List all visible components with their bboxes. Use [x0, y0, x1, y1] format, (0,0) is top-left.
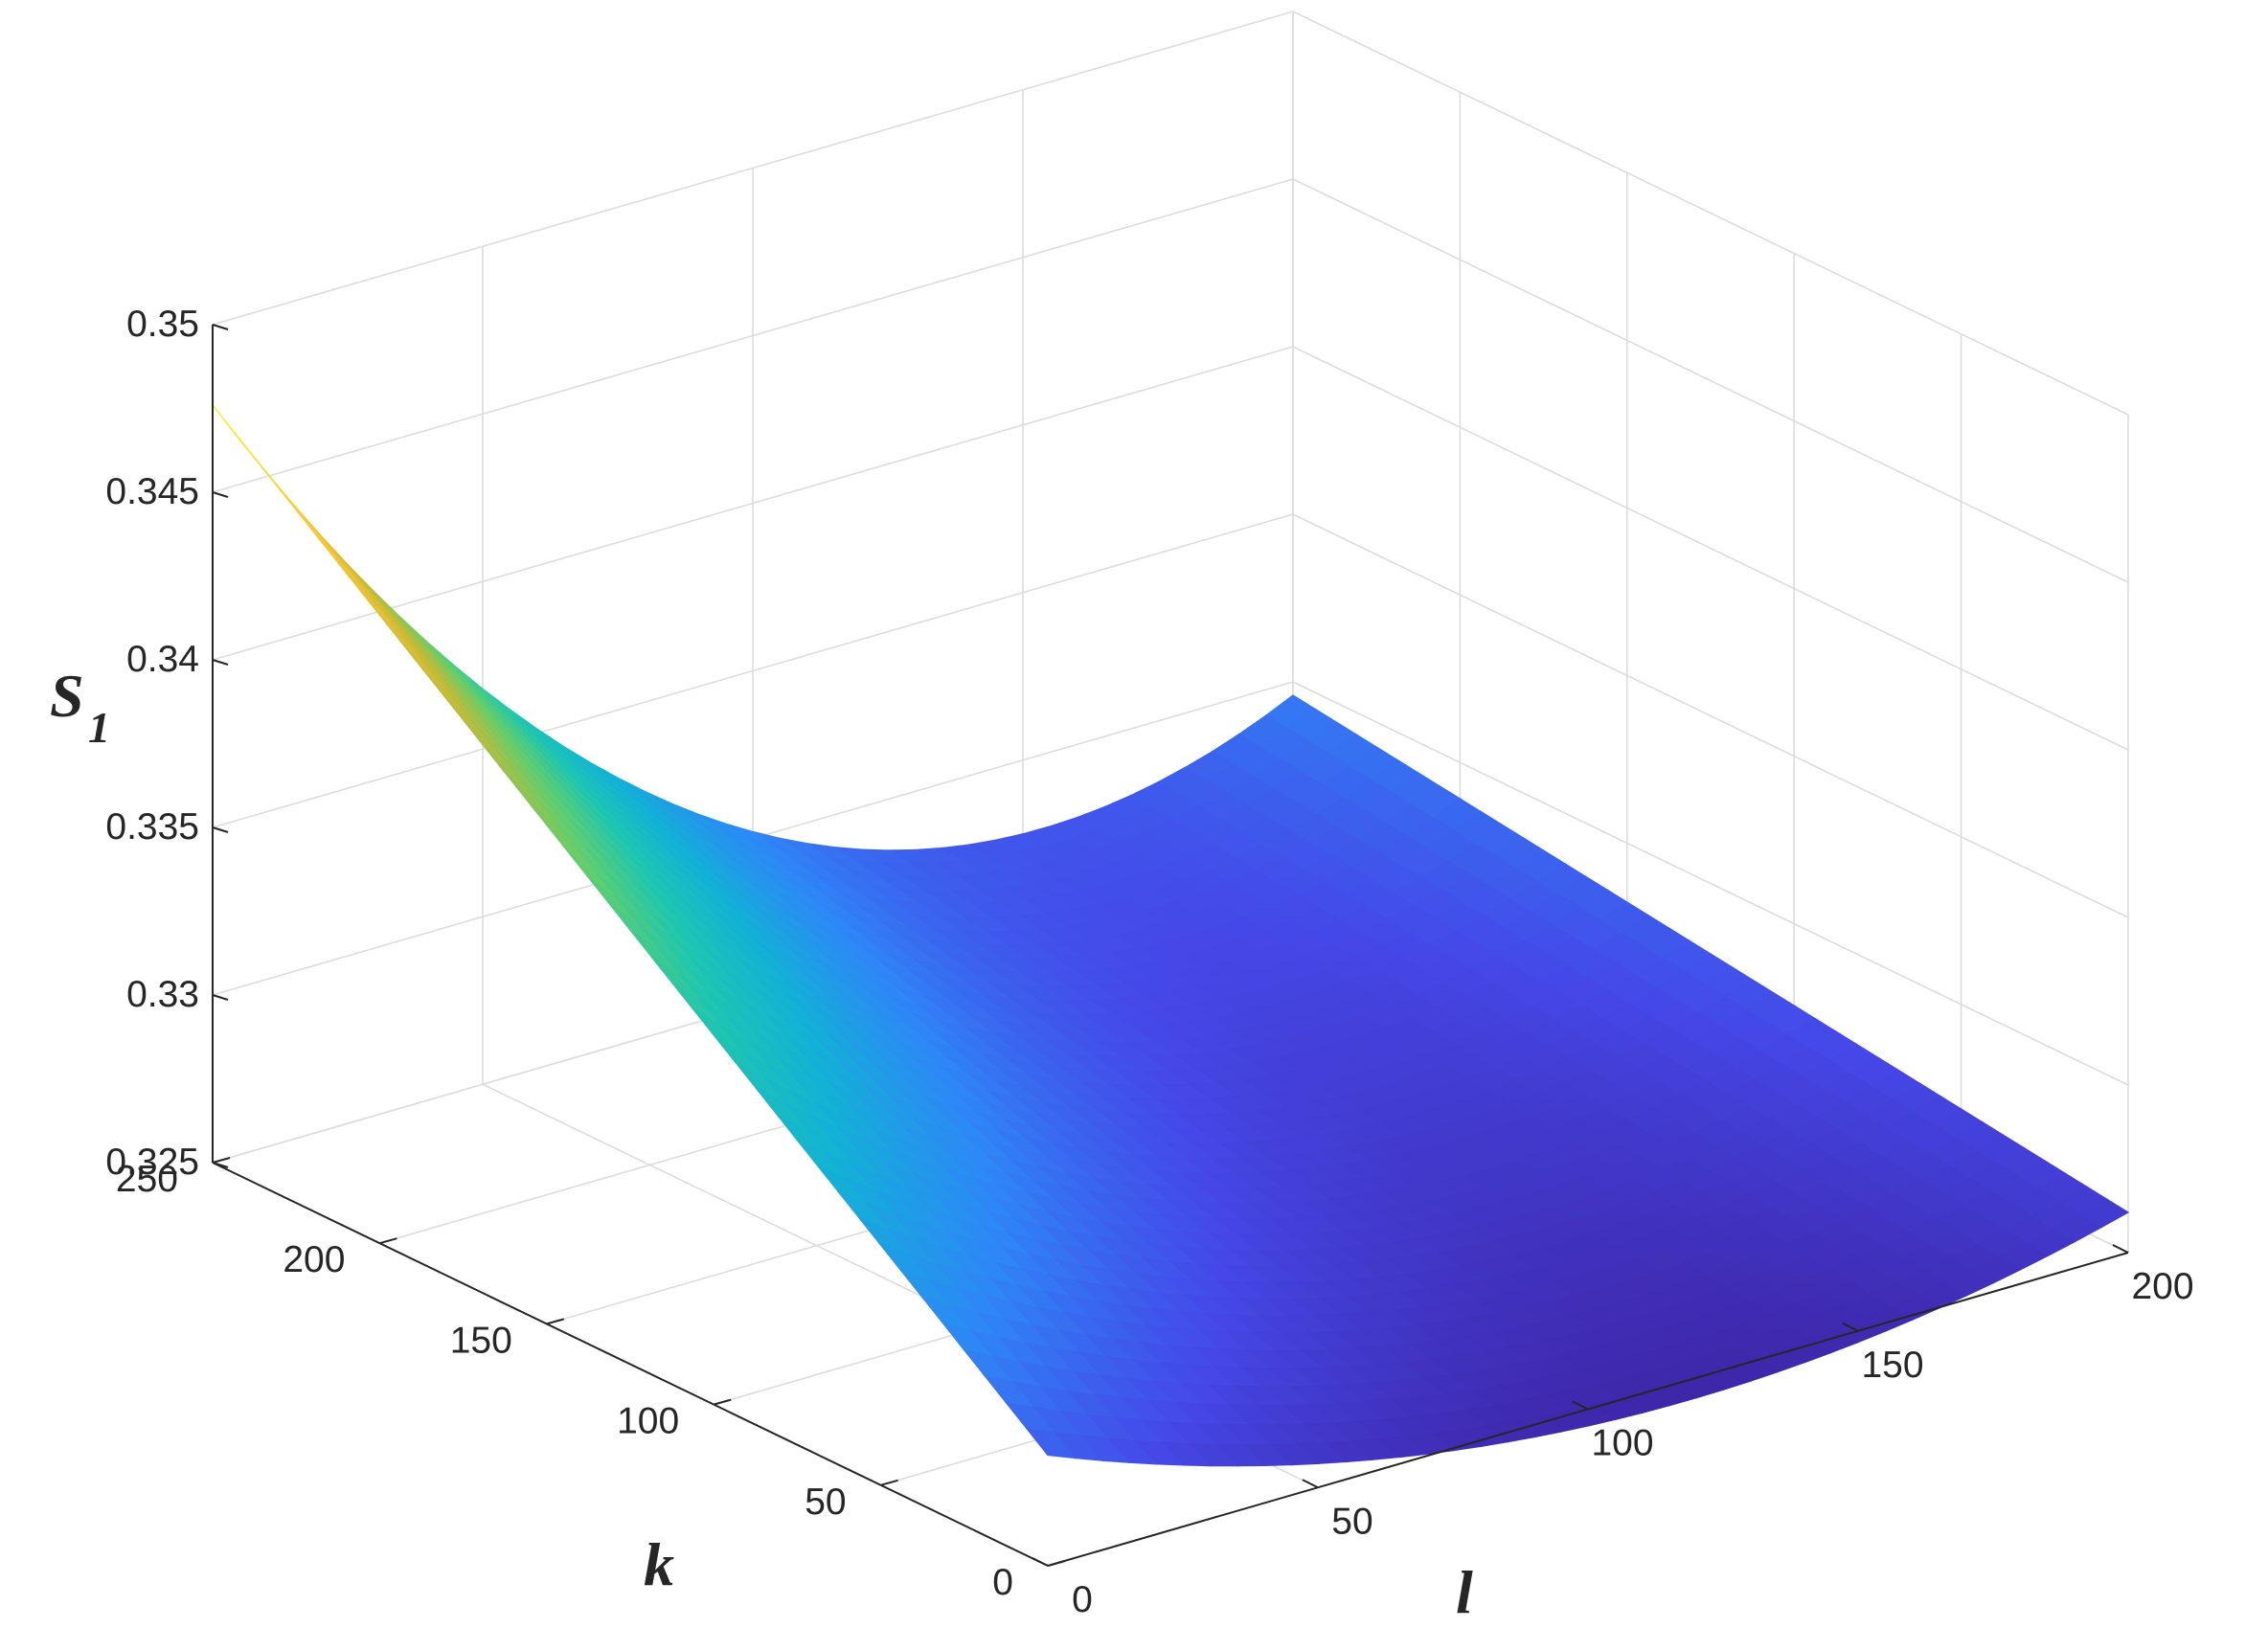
l-tick-mark — [1842, 1322, 1859, 1332]
l-tick-label: 150 — [1861, 1345, 1923, 1386]
k-tick-label: 250 — [116, 1159, 178, 1200]
z-tick-label: 0.335 — [105, 806, 199, 848]
k-tick-label: 200 — [283, 1239, 345, 1280]
z-tick-mark — [212, 659, 229, 666]
surface-patch — [1025, 1428, 1077, 1459]
l-tick-label: 100 — [1591, 1423, 1653, 1464]
k-tick-mark — [546, 1318, 565, 1325]
tick-labels: 0.325 0.33 0.335 0.34 0.345 0.35 0 50 100 150 200 2… — [105, 304, 2193, 1620]
x-axis-label: l — [1456, 1558, 1473, 1626]
l-tick-mark — [2112, 1244, 2129, 1254]
z-tick-label: 0.325 — [105, 1142, 199, 1183]
gridline — [212, 11, 1294, 326]
l-tick-mark — [1302, 1479, 1319, 1489]
k-tick-mark — [880, 1479, 898, 1486]
z-tick-label: 0.34 — [126, 639, 199, 680]
gridline — [212, 513, 1294, 828]
k-tick-label: 150 — [450, 1320, 512, 1361]
axes-lines — [212, 324, 2129, 1567]
gridline — [212, 346, 1294, 661]
gridline — [1292, 346, 2129, 751]
z-axis-label-subscript: 1 — [88, 703, 110, 752]
z-axis-label: S — [50, 662, 84, 730]
z-tick-label: 0.35 — [126, 304, 199, 345]
gridline — [1292, 178, 2129, 583]
k-tick-mark — [713, 1398, 732, 1406]
k-tick-label: 0 — [992, 1562, 1013, 1603]
y-axis-label: k — [644, 1530, 674, 1598]
z-tick-mark — [212, 491, 229, 498]
z-tick-mark — [212, 1162, 229, 1168]
k-tick-mark — [212, 1157, 231, 1164]
k-tick-mark — [1047, 1560, 1066, 1567]
l-tick-mark — [1032, 1557, 1049, 1567]
z-tick-mark — [212, 994, 229, 1001]
l-tick-label: 200 — [2131, 1266, 2193, 1307]
z-tick-label: 0.33 — [126, 974, 199, 1015]
gridline — [1292, 11, 2129, 416]
gridline — [1292, 681, 2129, 1086]
l-tick-mark — [1572, 1400, 1589, 1411]
k-tick-label: 100 — [617, 1401, 679, 1442]
surface — [212, 404, 2130, 1467]
z-tick-mark — [212, 324, 229, 330]
z-tick-mark — [212, 826, 229, 833]
l-tick-label: 50 — [1331, 1501, 1372, 1542]
k-tick-mark — [379, 1237, 397, 1245]
k-axis-line — [212, 1162, 1049, 1567]
z-tick-label: 0.345 — [105, 471, 199, 512]
gridline — [212, 178, 1294, 493]
k-tick-label: 50 — [805, 1481, 846, 1523]
gridline — [1292, 513, 2129, 918]
l-tick-label: 0 — [1072, 1579, 1093, 1620]
